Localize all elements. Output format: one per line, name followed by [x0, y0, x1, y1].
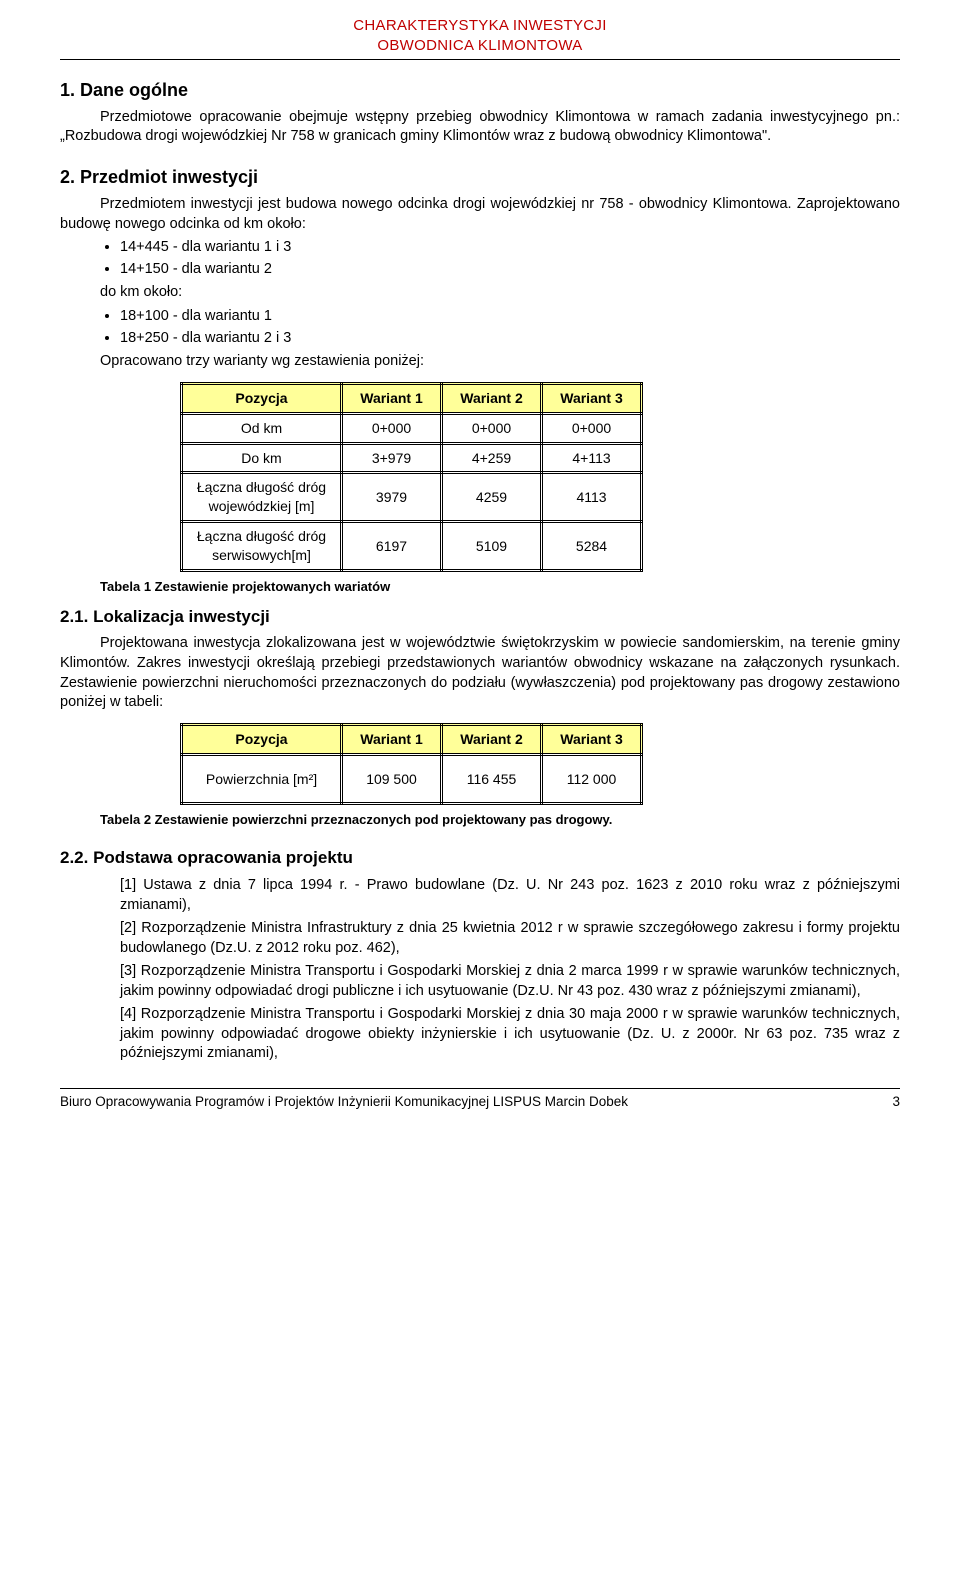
section-2-bullets1: 14+445 - dla wariantu 1 i 3 14+150 - dla… — [120, 238, 900, 279]
cell: 4+259 — [442, 443, 542, 473]
cell: 4259 — [442, 473, 542, 522]
section-21-para: Projektowana inwestycja zlokalizowana je… — [60, 634, 900, 712]
ref-text: Ustawa z dnia 7 lipca 1994 r. - Prawo bu… — [120, 877, 900, 913]
bullet-item: 14+445 - dla wariantu 1 i 3 — [120, 238, 900, 258]
col-header: Wariant 3 — [542, 724, 642, 754]
header-divider — [60, 59, 900, 60]
section-2-bullets2: 18+100 - dla wariantu 1 18+250 - dla war… — [120, 307, 900, 348]
ref-item: [4] Rozporządzenie Ministra Transportu i… — [120, 1005, 900, 1064]
doc-header-line2: OBWODNICA KLIMONTOWA — [60, 36, 900, 56]
cell: 0+000 — [342, 413, 442, 443]
cell: 5109 — [442, 522, 542, 571]
section-1-para: Przedmiotowe opracowanie obejmuje wstępn… — [60, 108, 900, 147]
table-1-caption: Tabela 1 Zestawienie projektowanych wari… — [100, 578, 900, 596]
variants-table-1: Pozycja Wariant 1 Wariant 2 Wariant 3 Od… — [180, 382, 643, 572]
col-header: Wariant 1 — [342, 383, 442, 413]
ref-item: [3] Rozporządzenie Ministra Transportu i… — [120, 962, 900, 1001]
ref-item: [1] Ustawa z dnia 7 lipca 1994 r. - Praw… — [120, 876, 900, 915]
table-2-caption: Tabela 2 Zestawienie powierzchni przezna… — [100, 811, 900, 829]
col-header: Wariant 1 — [342, 724, 442, 754]
bullet-item: 18+100 - dla wariantu 1 — [120, 307, 900, 327]
bullet-item: 14+150 - dla wariantu 2 — [120, 260, 900, 280]
row-label: Łączna długość dróg serwisowych[m] — [182, 522, 342, 571]
ref-text: Rozporządzenie Ministra Transportu i Gos… — [120, 963, 900, 999]
row-label: Łączna długość dróg wojewódzkiej [m] — [182, 473, 342, 522]
cell: 6197 — [342, 522, 442, 571]
ref-marker: [1] — [120, 877, 143, 893]
ref-marker: [4] — [120, 1006, 141, 1022]
cell: 116 455 — [442, 754, 542, 804]
table-row: Do km 3+979 4+259 4+113 — [182, 443, 642, 473]
table-row: Powierzchnia [m²] 109 500 116 455 112 00… — [182, 754, 642, 804]
ref-marker: [2] — [120, 920, 141, 936]
section-22-title: 2.2. Podstawa opracowania projektu — [60, 847, 900, 870]
col-header: Wariant 2 — [442, 383, 542, 413]
references-list: [1] Ustawa z dnia 7 lipca 1994 r. - Praw… — [120, 876, 900, 1064]
cell: 0+000 — [442, 413, 542, 443]
footer-divider — [60, 1088, 900, 1089]
cell: 3+979 — [342, 443, 442, 473]
table-row: Od km 0+000 0+000 0+000 — [182, 413, 642, 443]
col-header: Wariant 3 — [542, 383, 642, 413]
cell: 3979 — [342, 473, 442, 522]
ref-text: Rozporządzenie Ministra Infrastruktury z… — [120, 920, 900, 956]
cell: 5284 — [542, 522, 642, 571]
footer: Biuro Opracowywania Programów i Projektó… — [60, 1093, 900, 1111]
page-number: 3 — [892, 1093, 900, 1111]
col-header: Pozycja — [182, 383, 342, 413]
cell: 4+113 — [542, 443, 642, 473]
row-label: Od km — [182, 413, 342, 443]
doc-header-line1: CHARAKTERYSTYKA INWESTYCJI — [60, 16, 900, 36]
ref-item: [2] Rozporządzenie Ministra Infrastruktu… — [120, 919, 900, 958]
cell: 4113 — [542, 473, 642, 522]
section-2-para1: Przedmiotem inwestycji jest budowa noweg… — [60, 195, 900, 234]
section-1-title: 1. Dane ogólne — [60, 78, 900, 102]
table-header-row: Pozycja Wariant 1 Wariant 2 Wariant 3 — [182, 724, 642, 754]
cell: 112 000 — [542, 754, 642, 804]
col-header: Wariant 2 — [442, 724, 542, 754]
row-label: Do km — [182, 443, 342, 473]
row-label: Powierzchnia [m²] — [182, 754, 342, 804]
section-21-title: 2.1. Lokalizacja inwestycji — [60, 606, 900, 629]
ref-marker: [3] — [120, 963, 141, 979]
variants-table-2: Pozycja Wariant 1 Wariant 2 Wariant 3 Po… — [180, 723, 643, 806]
table-row: Łączna długość dróg serwisowych[m] 6197 … — [182, 522, 642, 571]
section-2-mid1: do km około: — [100, 283, 900, 303]
section-2-title: 2. Przedmiot inwestycji — [60, 165, 900, 189]
bullet-item: 18+250 - dla wariantu 2 i 3 — [120, 329, 900, 349]
cell: 109 500 — [342, 754, 442, 804]
table-row: Łączna długość dróg wojewódzkiej [m] 397… — [182, 473, 642, 522]
table-header-row: Pozycja Wariant 1 Wariant 2 Wariant 3 — [182, 383, 642, 413]
cell: 0+000 — [542, 413, 642, 443]
col-header: Pozycja — [182, 724, 342, 754]
section-2-mid2: Opracowano trzy warianty wg zestawienia … — [100, 352, 900, 372]
ref-text: Rozporządzenie Ministra Transportu i Gos… — [120, 1006, 900, 1061]
footer-left: Biuro Opracowywania Programów i Projektó… — [60, 1093, 628, 1111]
